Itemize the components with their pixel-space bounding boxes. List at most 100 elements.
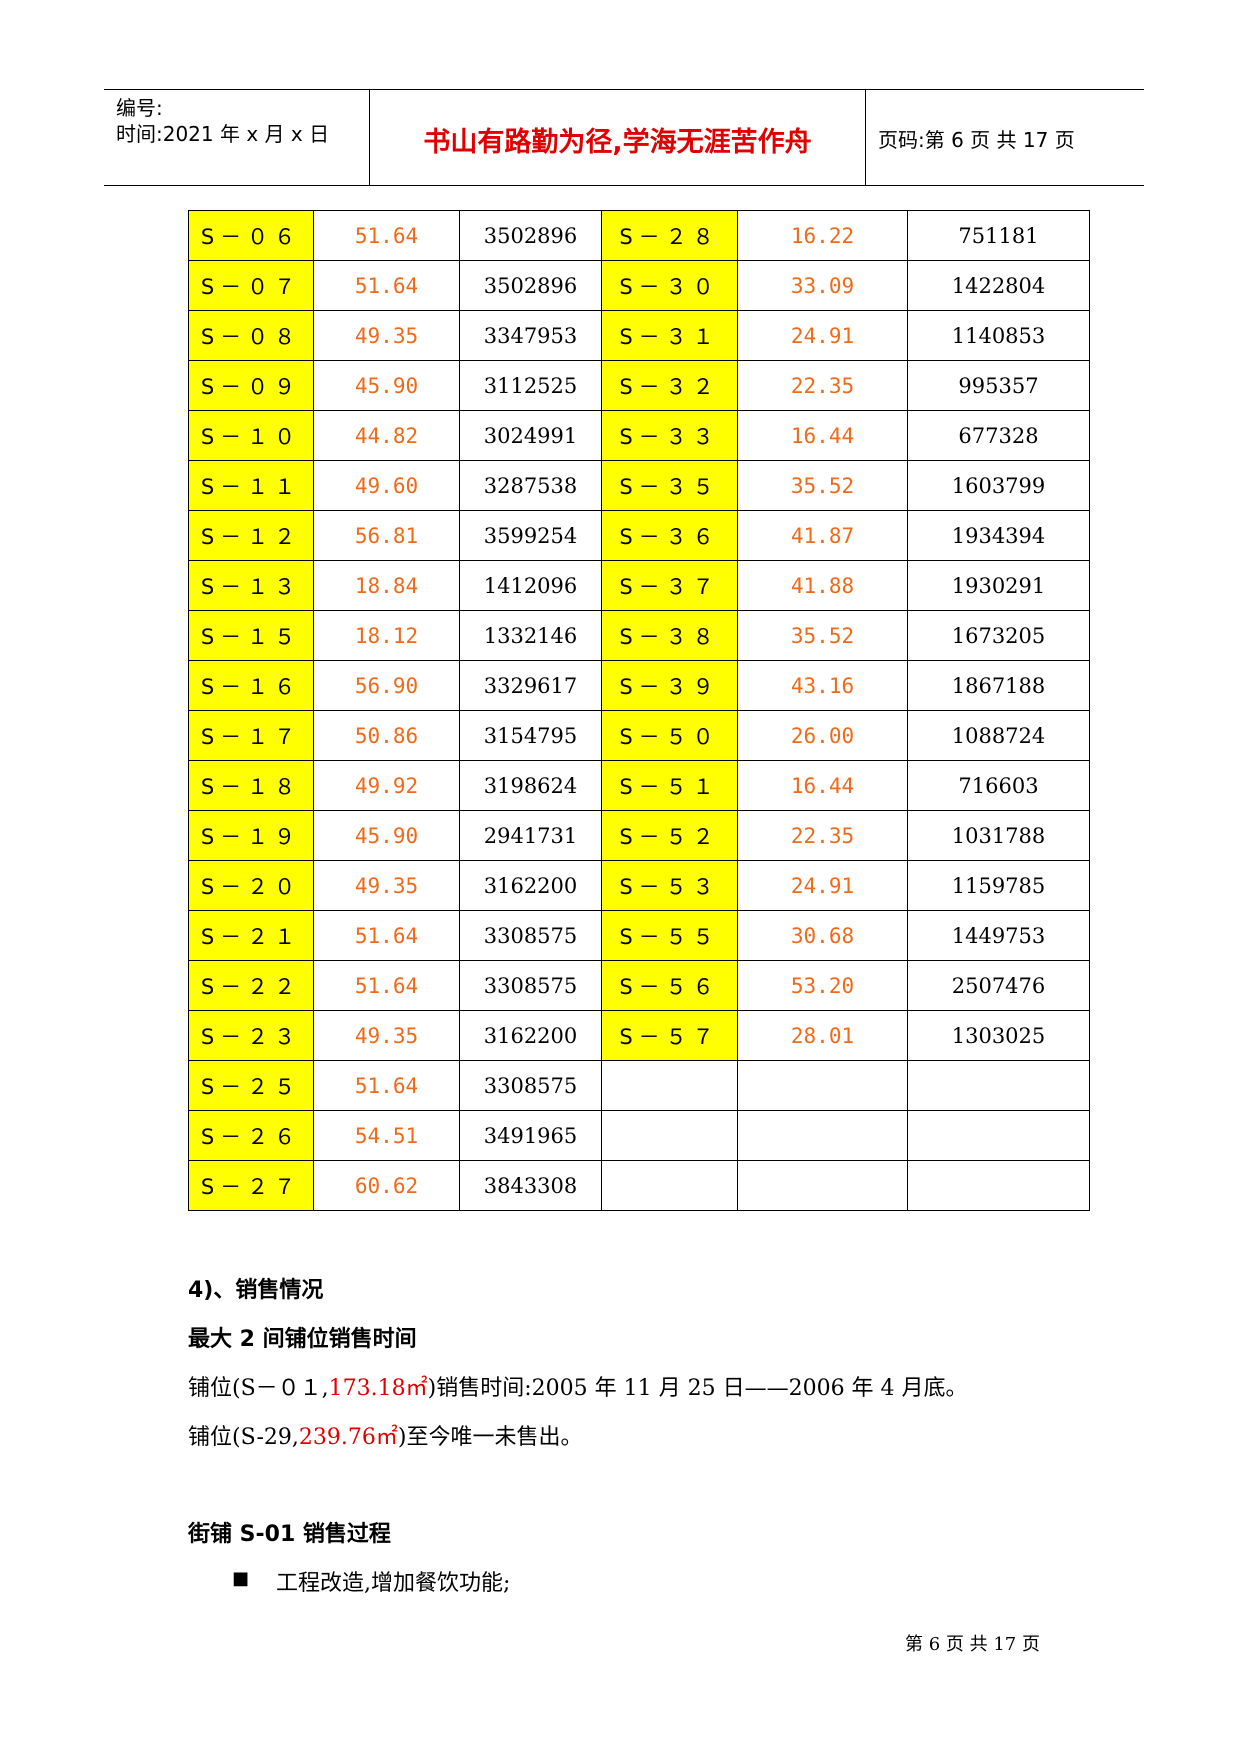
table-row: S－２３ 49.35 3162200 S－５７ 28.01 1303025 (188, 1010, 1090, 1061)
table-body: S－０６ 51.64 3502896 S－２８ 16.22 751181 S－０７ 51.64… (188, 210, 1090, 1211)
area-cell: 54.51 (313, 1110, 460, 1161)
table-row: S－１７ 50.86 3154795 S－５０ 26.00 1088724 (188, 710, 1090, 761)
bullet-item-1: 工程改造,增加餐饮功能; (276, 1571, 511, 1596)
price-cell: 3308575 (459, 910, 602, 961)
price-cell: 3198624 (459, 760, 602, 811)
price-cell: 3287538 (459, 460, 602, 511)
price-cell: 1412096 (459, 560, 602, 611)
area-cell: 56.90 (313, 660, 460, 711)
price-cell: 1159785 (907, 860, 1090, 911)
area-cell: 51.64 (313, 960, 460, 1011)
sale-line-2-prefix: 铺位(S-29, (188, 1425, 299, 1450)
table-row: S－１１ 49.60 3287538 S－３５ 35.52 1603799 (188, 460, 1090, 511)
price-cell: 3347953 (459, 310, 602, 361)
section-heading: 4)、销售情况 (188, 1278, 324, 1303)
price-cell: 3162200 (459, 1010, 602, 1061)
area-cell: 50.86 (313, 710, 460, 761)
area-cell: 33.09 (737, 260, 908, 311)
area-cell: 45.90 (313, 810, 460, 861)
shop-code-cell (601, 1160, 738, 1211)
price-cell: 677328 (907, 410, 1090, 461)
price-cell: 2941731 (459, 810, 602, 861)
shop-code-cell: S－２６ (188, 1110, 314, 1161)
area-cell: 49.35 (313, 310, 460, 361)
shop-code-cell (601, 1110, 738, 1161)
shop-code-cell: S－３９ (601, 660, 738, 711)
shop-code-cell: S－１８ (188, 760, 314, 811)
shop-code-cell (601, 1060, 738, 1111)
shop-code-cell: S－１９ (188, 810, 314, 861)
section-subheading: 最大 2 间铺位销售时间 (188, 1327, 417, 1352)
table-row: S－２１ 51.64 3308575 S－５５ 30.68 1449753 (188, 910, 1090, 961)
table-row: S－０６ 51.64 3502896 S－２８ 16.22 751181 (188, 210, 1090, 261)
shop-price-table: S－０６ 51.64 3502896 S－２８ 16.22 751181 S－０７ 51.64… (188, 210, 1090, 1211)
price-cell: 1140853 (907, 310, 1090, 361)
table-row: S－１６ 56.90 3329617 S－３９ 43.16 1867188 (188, 660, 1090, 711)
price-cell: 1332146 (459, 610, 602, 661)
shop-code-cell: S－５３ (601, 860, 738, 911)
sale-line-1-area: 173.18㎡ (328, 1376, 428, 1401)
area-cell: 56.81 (313, 510, 460, 561)
shop-code-cell: S－１２ (188, 510, 314, 561)
area-cell: 44.82 (313, 410, 460, 461)
number-label: 编号: (116, 96, 163, 120)
shop-code-cell: S－１７ (188, 710, 314, 761)
area-cell: 51.64 (313, 260, 460, 311)
shop-code-cell: S－２３ (188, 1010, 314, 1061)
area-cell: 49.35 (313, 860, 460, 911)
area-cell: 51.64 (313, 1060, 460, 1111)
shop-code-cell: S－１３ (188, 560, 314, 611)
motto: 书山有路勤为径,学海无涯苦作舟 (423, 127, 812, 158)
price-cell: 1422804 (907, 260, 1090, 311)
price-cell: 1449753 (907, 910, 1090, 961)
sale-line-2: 铺位(S-29,239.76㎡)至今唯一未售出。 (188, 1419, 582, 1451)
header-meta-cell: 编号: 时间:2021 年 x 月 x 日 (104, 90, 369, 185)
table-row: S－１５ 18.12 1332146 S－３８ 35.52 1673205 (188, 610, 1090, 661)
shop-code-cell: S－３２ (601, 360, 738, 411)
area-cell (737, 1060, 908, 1111)
shop-code-cell: S－３３ (601, 410, 738, 461)
area-cell: 35.52 (737, 460, 908, 511)
area-cell: 16.44 (737, 410, 908, 461)
shop-code-cell: S－３８ (601, 610, 738, 661)
area-cell: 43.16 (737, 660, 908, 711)
shop-code-cell: S－５５ (601, 910, 738, 961)
header-page-cell: 页码:第 6 页 共 17 页 (866, 90, 1144, 185)
shop-code-cell: S－３７ (601, 560, 738, 611)
table-row: S－１８ 49.92 3198624 S－５１ 16.44 716603 (188, 760, 1090, 811)
area-cell: 49.60 (313, 460, 460, 511)
page-footer: 第 6 页 共 17 页 (905, 1634, 1040, 1655)
price-cell: 1673205 (907, 610, 1090, 661)
price-cell: 995357 (907, 360, 1090, 411)
price-cell: 3502896 (459, 210, 602, 261)
shop-code-cell: S－２５ (188, 1060, 314, 1111)
price-cell: 1934394 (907, 510, 1090, 561)
header-motto-cell: 书山有路勤为径,学海无涯苦作舟 (369, 90, 866, 185)
table-row: S－１０ 44.82 3024991 S－３３ 16.44 677328 (188, 410, 1090, 461)
table-row: S－０８ 49.35 3347953 S－３１ 24.91 1140853 (188, 310, 1090, 361)
shop-code-cell: S－２７ (188, 1160, 314, 1211)
shop-code-cell: S－１６ (188, 660, 314, 711)
shop-code-cell: S－０８ (188, 310, 314, 361)
area-cell: 30.68 (737, 910, 908, 961)
area-cell: 41.88 (737, 560, 908, 611)
area-cell: 51.64 (313, 910, 460, 961)
sale-line-2-area: 239.76㎡ (298, 1425, 398, 1450)
area-cell: 49.92 (313, 760, 460, 811)
shop-code-cell: S－０７ (188, 260, 314, 311)
shop-code-cell: S－２８ (601, 210, 738, 261)
area-cell: 22.35 (737, 360, 908, 411)
area-cell: 51.64 (313, 210, 460, 261)
area-cell: 35.52 (737, 610, 908, 661)
table-row: S－２２ 51.64 3308575 S－５６ 53.20 2507476 (188, 960, 1090, 1011)
price-cell: 3162200 (459, 860, 602, 911)
price-cell: 716603 (907, 760, 1090, 811)
table-row: S－１３ 18.84 1412096 S－３７ 41.88 1930291 (188, 560, 1090, 611)
table-row: S－１９ 45.90 2941731 S－５２ 22.35 1031788 (188, 810, 1090, 861)
time-label: 时间:2021 年 x 月 x 日 (116, 122, 330, 146)
section-subheading-2: 街铺 S-01 销售过程 (188, 1522, 391, 1547)
table-row: S－２６ 54.51 3491965 (188, 1110, 1090, 1161)
shop-code-cell: S－３５ (601, 460, 738, 511)
shop-code-cell: S－３０ (601, 260, 738, 311)
price-cell: 3491965 (459, 1110, 602, 1161)
